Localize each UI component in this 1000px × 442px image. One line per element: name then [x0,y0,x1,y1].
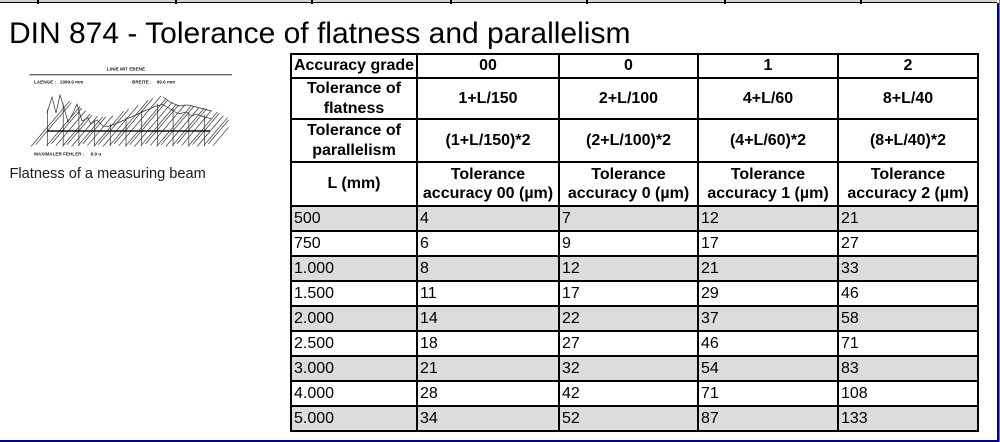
svg-text:MAXIMALER FEHLER : 8.9 u: MAXIMALER FEHLER : 8.9 u [34,151,101,156]
svg-text:LAENGE : 1999.9 mm: LAENGE : 1999.9 mm [34,80,83,85]
svg-text:BREITE : 99.6 mm: BREITE : 99.6 mm [132,80,175,85]
svg-text:LINIE MIT EBENE: LINIE MIT EBENE [107,66,145,71]
